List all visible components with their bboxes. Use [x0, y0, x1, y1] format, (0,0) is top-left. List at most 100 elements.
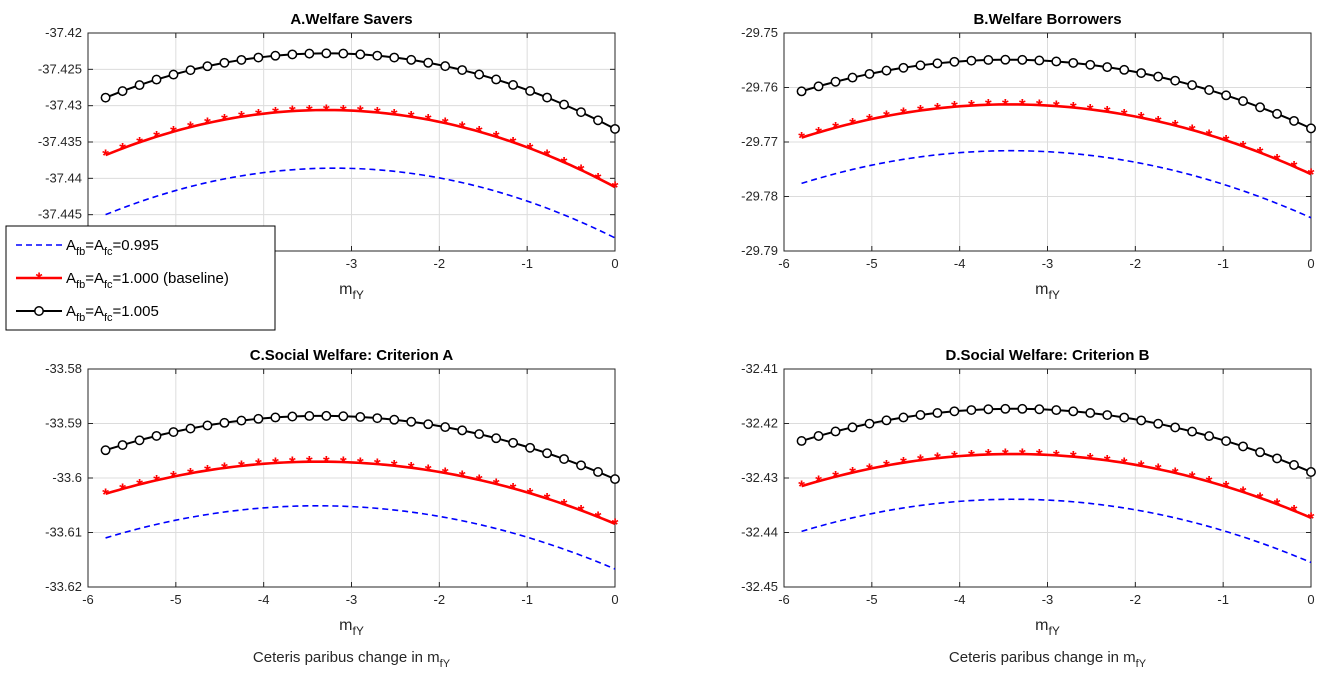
data-point-baseline: *	[1240, 483, 1247, 502]
data-point-high	[830, 426, 841, 437]
data-point-high	[966, 55, 977, 66]
data-point-baseline: *	[204, 114, 211, 133]
data-point-high	[1238, 441, 1249, 452]
data-point-baseline: *	[187, 464, 194, 483]
data-point-high	[1187, 426, 1198, 437]
x-axis-label: mfY	[1035, 281, 1060, 302]
data-point-high	[474, 429, 485, 440]
data-point-baseline: *	[136, 475, 143, 494]
data-point-baseline: *	[221, 459, 228, 478]
legend-entry-baseline: * Afb=Afc=1.000 (baseline)	[16, 269, 229, 291]
x-tick-label: 0	[611, 592, 618, 607]
data-point-baseline: *	[476, 123, 483, 142]
x-tick-label: -1	[521, 256, 533, 271]
data-point-baseline: *	[1070, 99, 1077, 118]
bottom-caption: Ceteris paribus change in mfY	[253, 649, 451, 670]
data-point-high	[1034, 55, 1045, 66]
data-point-high	[321, 410, 332, 421]
panel-title: B.Welfare Borrowers	[973, 11, 1121, 28]
data-point-high	[1000, 403, 1011, 414]
y-tick-label: -32.45	[741, 579, 778, 594]
data-point-baseline: *	[306, 453, 313, 472]
data-point-high	[372, 413, 383, 424]
data-point-high	[287, 49, 298, 60]
data-point-baseline: *	[1223, 131, 1230, 150]
data-point-high	[270, 50, 281, 61]
data-point-high	[1068, 406, 1079, 417]
data-point-high	[1017, 403, 1028, 414]
series-line-dashed	[801, 149, 1312, 219]
x-tick-label: -3	[1042, 256, 1054, 271]
data-point-baseline: *	[1104, 103, 1111, 122]
data-point-baseline: *	[1172, 464, 1179, 483]
data-point-high	[1051, 405, 1062, 416]
data-point-high	[1187, 80, 1198, 91]
data-point-high	[1272, 108, 1282, 119]
data-point-baseline: *	[374, 455, 381, 474]
x-tick-label: -1	[521, 592, 533, 607]
data-point-high	[1102, 410, 1113, 420]
data-point-high	[1255, 102, 1266, 113]
data-point-baseline: *	[425, 461, 432, 480]
data-point-baseline: *	[442, 464, 449, 483]
legend: Afb=Afc=0.995 * Afb=Afc=1.000 (baseline)…	[5, 225, 276, 331]
data-point-baseline: *	[1291, 158, 1298, 177]
legend-label-dashed: Afb=Afc=0.995	[66, 237, 159, 258]
data-point-high	[1221, 90, 1232, 101]
data-point-baseline: *	[561, 495, 568, 514]
data-point-high	[270, 412, 281, 423]
data-point-baseline: *	[1240, 137, 1247, 156]
data-point-high	[1272, 453, 1282, 464]
data-point-baseline: *	[1121, 454, 1128, 473]
x-tick-label: -4	[258, 592, 270, 607]
data-point-high	[1221, 436, 1232, 447]
data-point-high	[508, 437, 519, 448]
data-point-baseline: *	[985, 445, 992, 464]
data-point-high	[151, 74, 162, 85]
data-point-baseline: *	[289, 102, 296, 121]
data-point-high	[457, 425, 468, 436]
data-point-baseline: *	[578, 161, 585, 180]
panel-3: -6 -5 -4 -3 -2 -1 0 -33.58 -33.59 -33.6 -33.61 -33.…	[45, 347, 620, 670]
data-point-baseline: *	[187, 118, 194, 137]
data-point-baseline: *	[425, 111, 432, 130]
data-point-high	[389, 414, 400, 425]
data-point-baseline: *	[238, 457, 245, 476]
data-point-baseline: *	[798, 477, 805, 496]
panel-1: -3 -2 -1 0 -37.42 -37.425 -37.43 -37.435 -37.44 -…	[38, 11, 620, 302]
series-line-baseline	[801, 103, 1312, 176]
data-point-baseline: *	[238, 108, 245, 127]
y-tick-label: -37.44	[45, 170, 82, 185]
data-point-baseline: *	[527, 484, 534, 503]
data-point-high	[1289, 115, 1299, 126]
data-point-baseline: *	[442, 114, 449, 133]
data-point-high	[576, 107, 586, 118]
data-point-high	[168, 69, 179, 80]
data-point-baseline: *	[1002, 95, 1009, 114]
y-tick-label: -29.79	[741, 243, 778, 258]
data-point-high	[593, 115, 603, 126]
series-line-baseline	[801, 452, 1312, 519]
data-point-baseline: *	[510, 133, 517, 152]
data-point-high	[457, 65, 468, 76]
data-point-baseline: *	[934, 449, 941, 468]
data-point-baseline: *	[374, 103, 381, 122]
data-point-baseline: *	[289, 453, 296, 472]
legend-marker-high	[34, 306, 44, 316]
data-point-high	[1085, 59, 1096, 70]
data-point-baseline: *	[1138, 109, 1145, 128]
data-point-baseline: *	[1019, 445, 1026, 464]
data-point-baseline: *	[1308, 509, 1315, 528]
data-point-high	[100, 445, 111, 456]
y-tick-label: -29.77	[741, 134, 778, 149]
y-tick-label: -37.445	[38, 207, 82, 222]
data-point-high	[440, 61, 451, 72]
data-point-high	[134, 80, 145, 91]
data-point-high	[915, 410, 926, 420]
data-point-baseline: *	[170, 468, 177, 487]
data-point-high	[219, 57, 230, 68]
data-point-baseline: *	[1223, 478, 1230, 497]
data-point-high	[1017, 54, 1028, 65]
data-point-baseline: *	[170, 123, 177, 142]
data-point-baseline: *	[255, 105, 262, 124]
